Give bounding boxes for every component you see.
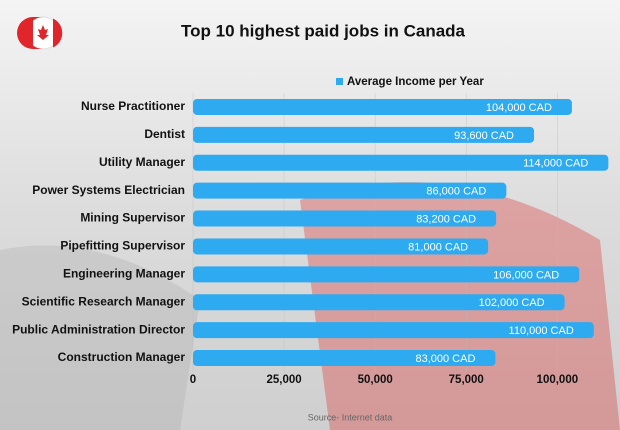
- value-label: 86,000 CAD: [426, 186, 486, 198]
- value-label: 102,000 CAD: [479, 297, 545, 309]
- y-tick-label: Power Systems Electrician: [32, 183, 185, 197]
- bar: [193, 238, 489, 255]
- bar: [193, 126, 535, 143]
- y-tick-label: Public Administration Director: [12, 322, 185, 336]
- value-label: 114,000 CAD: [523, 158, 588, 170]
- bar: [193, 210, 497, 227]
- bar: [193, 322, 594, 339]
- backdrop-shade: [0, 245, 200, 430]
- y-tick-label: Scientific Research Manager: [22, 294, 186, 308]
- bar: [193, 154, 609, 171]
- y-tick-label: Nurse Practitioner: [81, 99, 185, 113]
- value-label: 83,200 CAD: [416, 213, 476, 225]
- value-label: 104,000 CAD: [486, 102, 552, 114]
- y-tick-label: Mining Supervisor: [80, 211, 185, 225]
- y-tick-label: Construction Manager: [58, 350, 186, 364]
- value-label: 81,000 CAD: [408, 241, 468, 253]
- flag-icon: [17, 16, 63, 50]
- x-tick-label: 75,000: [449, 374, 484, 386]
- bar: [193, 294, 565, 311]
- bar: [193, 350, 496, 367]
- y-tick-label: Pipefitting Supervisor: [60, 239, 185, 253]
- source-note: Source- Internet data: [308, 412, 393, 422]
- y-tick-label: Dentist: [144, 127, 185, 141]
- legend-swatch: [336, 78, 343, 85]
- value-label: 110,000 CAD: [509, 325, 574, 337]
- bar: [193, 266, 580, 283]
- y-tick-label: Engineering Manager: [63, 267, 185, 281]
- bar: [193, 98, 572, 115]
- x-tick-label: 50,000: [358, 374, 393, 386]
- legend-label: Average Income per Year: [347, 76, 484, 88]
- chart-title: Top 10 highest paid jobs in Canada: [181, 21, 466, 40]
- x-tick-label: 25,000: [266, 374, 301, 386]
- x-tick-label: 100,000: [537, 374, 579, 386]
- y-tick-label: Utility Manager: [99, 155, 185, 169]
- value-label: 93,600 CAD: [454, 130, 514, 142]
- x-tick-label: 0: [190, 374, 196, 386]
- bar: [193, 182, 507, 199]
- value-label: 106,000 CAD: [493, 269, 559, 281]
- value-label: 83,000 CAD: [415, 353, 475, 365]
